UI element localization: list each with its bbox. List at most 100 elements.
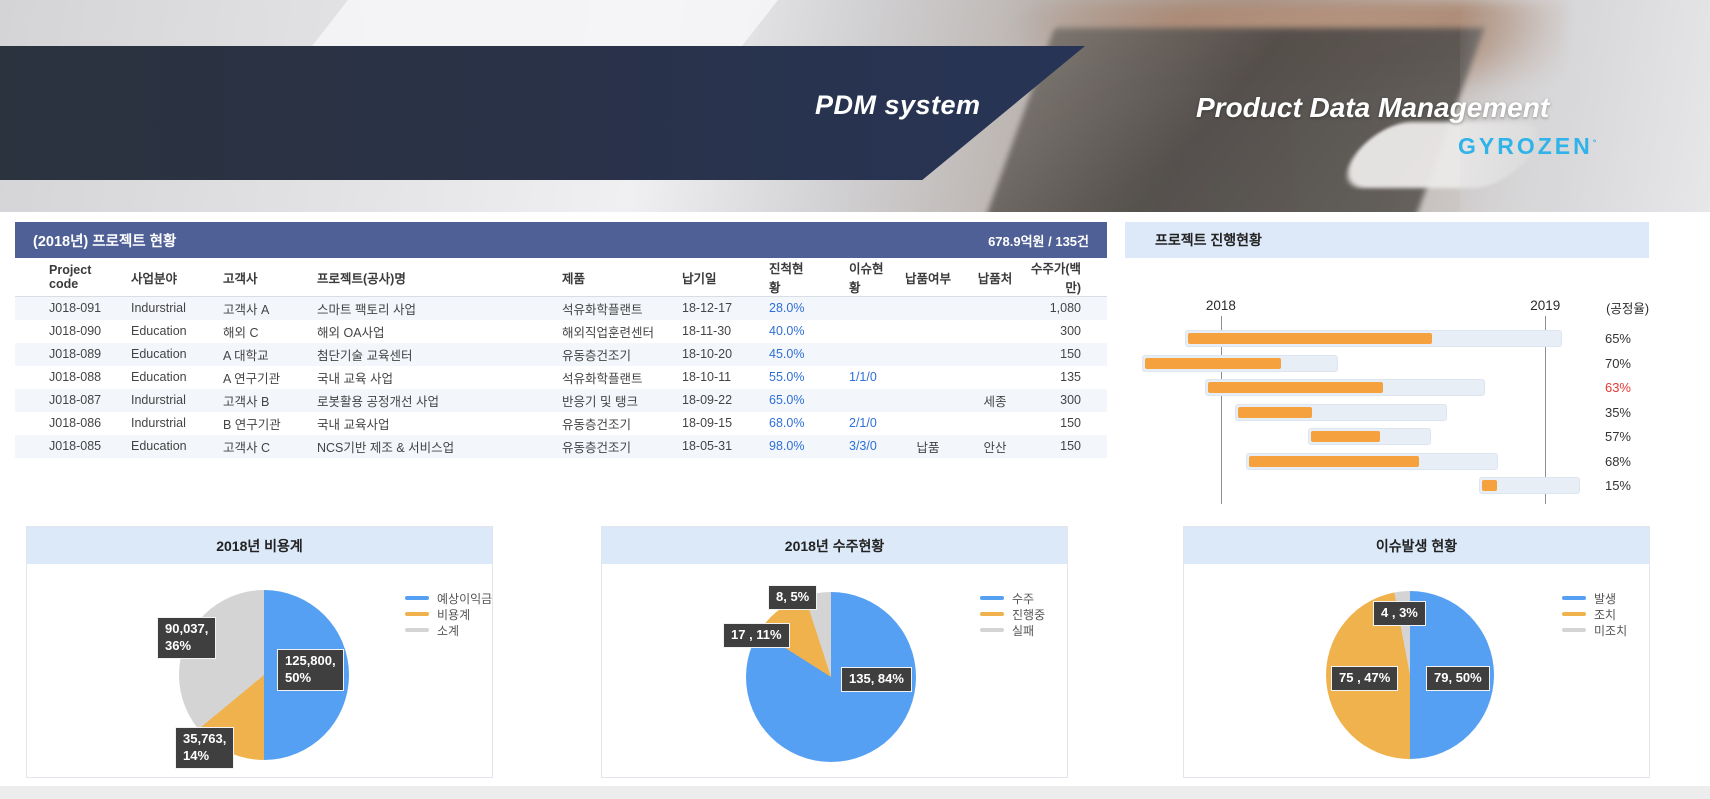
table-cell: 고객사 A xyxy=(223,302,270,317)
pie-data-label: 35,763, 14% xyxy=(175,727,235,769)
table-cell: 18-11-30 xyxy=(682,324,732,338)
legend-label: 발생 xyxy=(1594,591,1617,606)
gantt-progress-bar xyxy=(1249,455,1420,467)
table-cell: 해외직업훈련센터 xyxy=(562,325,655,340)
legend-swatch-icon xyxy=(1562,628,1586,632)
table-cell: 135 xyxy=(1060,370,1081,384)
table-cell: Indurstrial xyxy=(131,416,186,430)
header-banner: PDM system Product Data Management GYROZ… xyxy=(0,0,1710,212)
table-row[interactable]: J018-091 Indurstrial 고객사 A 스마트 팩토리 사업 석유화학플랜… xyxy=(15,296,1107,320)
gantt-track xyxy=(1307,428,1431,445)
legend-item: 미조치 xyxy=(1562,622,1627,638)
table-cell: Indurstrial xyxy=(131,393,186,407)
table-cell: B 연구기관 xyxy=(223,417,281,432)
table-cell: Education xyxy=(131,370,187,384)
table-row[interactable]: J018-086 Indurstrial B 연구기관 국내 교육사업 유동층건조기 18… xyxy=(15,412,1107,435)
gantt-percent-label: 63% xyxy=(1604,380,1631,395)
legend-label: 미조치 xyxy=(1594,623,1628,638)
banner-photo-highlight xyxy=(312,0,778,46)
table-cell xyxy=(814,320,892,343)
pie-body: 예상이익금 비용계 소계 125,800, 50% 35,763, 14% 90,037… xyxy=(27,564,492,777)
project-table-title: (2018년) 프로젝트 현황 xyxy=(33,233,177,250)
table-row[interactable]: J018-087 Indurstrial 고객사 B 로봇활용 공정개선 사업 반응기 … xyxy=(15,388,1107,412)
gantt-row: 35% xyxy=(1125,403,1649,421)
legend-item: 예상이익금 xyxy=(405,590,492,606)
gantt-plot-area: 2018 2019 (공정율) 65% 70% 63% 35% 57% 68% 15% xyxy=(1125,258,1649,508)
table-cell: 납품 xyxy=(916,440,940,455)
gantt-row: 70% xyxy=(1125,354,1649,372)
table-cell: 150 xyxy=(1060,439,1081,453)
gantt-percent-label: 57% xyxy=(1604,429,1631,444)
table-cell: 40.0% xyxy=(769,324,805,338)
table-cell: 150 xyxy=(1060,347,1081,361)
pie-title-cost: 2018년 비용계 xyxy=(27,527,492,564)
table-cell xyxy=(964,366,1026,389)
table-cell: 첨단기술 교육센터 xyxy=(317,348,413,363)
table-cell xyxy=(892,320,964,343)
column-header: 납기일 xyxy=(656,258,734,297)
table-cell: 55.0% xyxy=(769,370,805,384)
banner-navy-band xyxy=(0,46,1085,180)
column-header: 납품처 xyxy=(964,258,1026,297)
table-cell xyxy=(964,343,1026,366)
pie-body: 발생 조치 미조치 79, 50% 75 , 47% 4 , 3% xyxy=(1184,564,1649,777)
column-header: 진척현황 xyxy=(734,258,814,297)
pie-body: 수주 진행중 실패 135, 84% 17 , 11% 8, 5% xyxy=(602,564,1067,777)
product-data-management-title: Product Data Management xyxy=(1196,92,1550,123)
table-cell: 300 xyxy=(1060,324,1081,338)
gantt-panel: 프로젝트 진행현황 2018 2019 (공정율) 65% 70% 63% 35% 57… xyxy=(1125,222,1649,508)
column-header: 고객사 xyxy=(215,258,303,297)
table-cell: 2/1/0 xyxy=(849,416,877,430)
gantt-gridline xyxy=(1220,316,1222,504)
table-row[interactable]: J018-085 Education 고객사 C NCS기반 제조 & 서비스업 유동층… xyxy=(15,434,1107,458)
gantt-progress-bar xyxy=(1310,431,1380,442)
legend-label: 소계 xyxy=(437,623,460,638)
pie-panel-orders: 2018년 수주현황 수주 진행중 실패 135, 84% 17 , 11% 8, 5% xyxy=(601,526,1068,778)
table-cell: 18-12-17 xyxy=(682,301,733,316)
column-header: 납품여부 xyxy=(892,258,964,297)
column-header: 사업분야 xyxy=(123,258,215,297)
gantt-track xyxy=(1205,379,1485,396)
pie-data-label: 4 , 3% xyxy=(1373,601,1426,626)
gantt-percent-label: 65% xyxy=(1604,331,1631,346)
pie-panel-cost: 2018년 비용계 예상이익금 비용계 소계 125,800, 50% 35,763,… xyxy=(26,526,493,778)
table-cell xyxy=(964,412,1026,435)
gantt-unit-label: (공정율) xyxy=(1606,302,1649,316)
column-header: 제품 xyxy=(528,258,656,297)
table-cell: 석유화학플랜트 xyxy=(562,371,643,386)
legend-label: 진행중 xyxy=(1012,607,1046,622)
project-status-panel: (2018년) 프로젝트 현황 678.9억원 / 135건 Project c… xyxy=(15,222,1107,458)
gantt-track xyxy=(1185,330,1562,347)
pie-data-label: 75 , 47% xyxy=(1331,666,1399,691)
table-row[interactable]: J018-088 Education A 연구기관 국내 교육 사업 석유화학플랜트 18… xyxy=(15,366,1107,389)
pie-title-issues: 이슈발생 현황 xyxy=(1184,527,1649,564)
legend-label: 조치 xyxy=(1594,607,1617,622)
table-cell: J018-088 xyxy=(49,370,102,384)
table-cell: 스마트 팩토리 사업 xyxy=(317,302,416,317)
table-cell: 3/3/0 xyxy=(849,439,877,453)
pie-legend: 수주 진행중 실패 xyxy=(980,590,1045,638)
legend-item: 발생 xyxy=(1562,590,1627,606)
table-cell: 고객사 C xyxy=(223,440,271,455)
table-cell: 68.0% xyxy=(769,416,805,430)
legend-swatch-icon xyxy=(405,612,429,616)
column-header: 수주가(백만) xyxy=(1026,258,1107,297)
table-cell: 18-05-31 xyxy=(682,439,733,453)
legend-label: 비용계 xyxy=(437,607,471,622)
table-cell: 로봇활용 공정개선 사업 xyxy=(317,394,439,409)
gantt-progress-bar xyxy=(1144,357,1281,369)
gantt-percent-label: 35% xyxy=(1604,404,1631,420)
table-cell: 18-09-22 xyxy=(682,393,733,407)
legend-swatch-icon xyxy=(980,612,1004,616)
table-row[interactable]: J018-089 Education A 대학교 첨단기술 교육센터 유동층건조기 18-… xyxy=(15,342,1107,366)
table-cell: Education xyxy=(131,324,187,338)
table-row[interactable]: J018-090 Education 해외 C 해외 OA사업 해외직업훈련센터 18-1… xyxy=(15,320,1107,343)
gyrozen-logo: GYROZEN° xyxy=(1458,133,1599,160)
legend-item: 소계 xyxy=(405,622,492,638)
legend-item: 조치 xyxy=(1562,606,1627,622)
table-cell: 18-10-11 xyxy=(682,370,732,384)
gantt-row: 65% xyxy=(1125,330,1649,347)
pie-data-label: 8, 5% xyxy=(768,585,818,610)
gantt-axis-2018: 2018 xyxy=(1205,298,1236,313)
gantt-rows-container: 65% 70% 63% 35% 57% 68% 15% xyxy=(1125,316,1649,504)
